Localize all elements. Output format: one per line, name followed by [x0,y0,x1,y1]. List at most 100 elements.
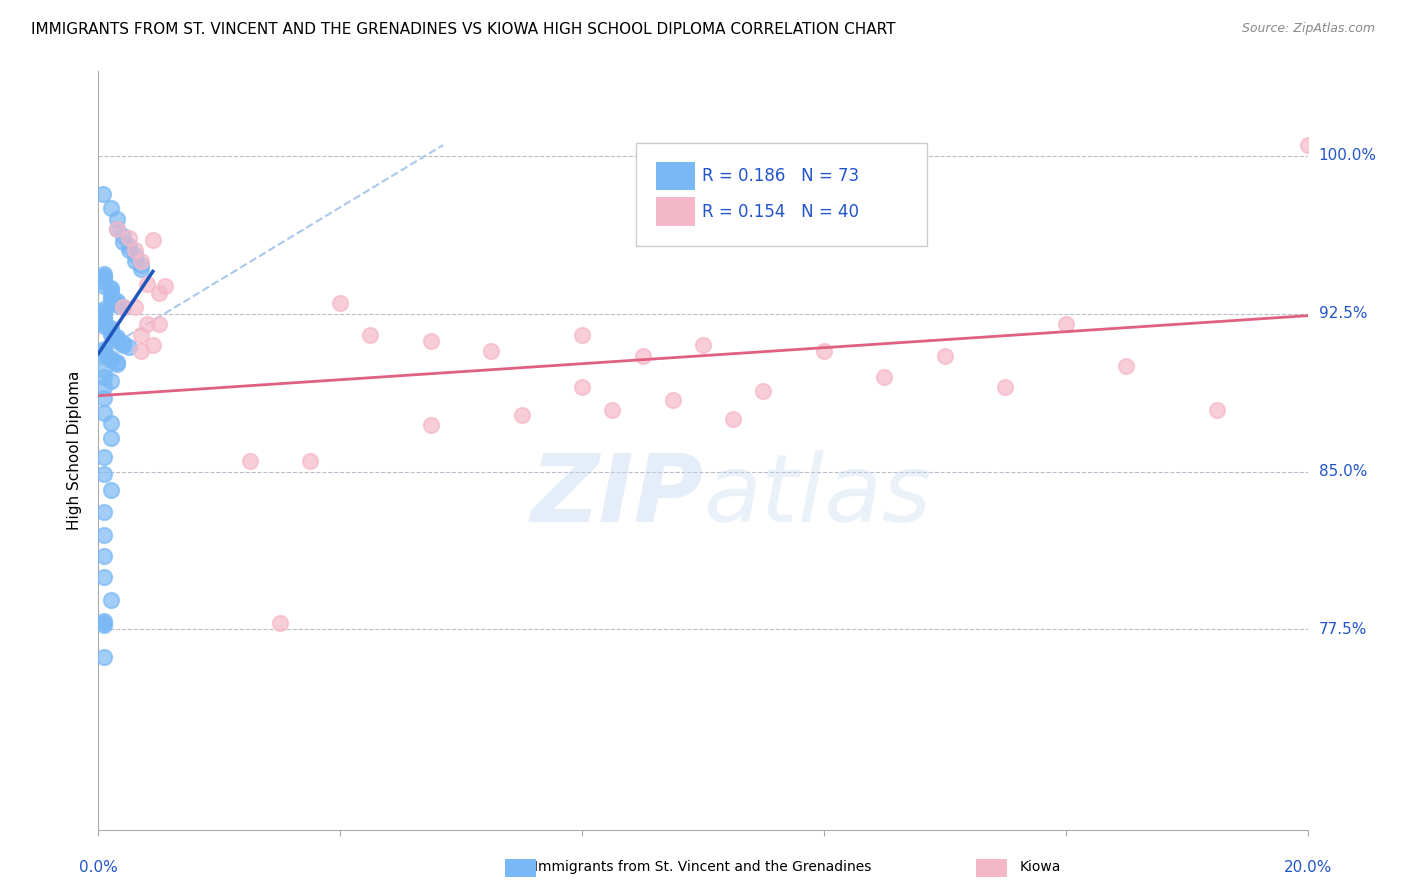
Point [661,392,683,407]
Point [93,307,115,321]
Point [91,186,114,201]
Point [100,327,122,342]
Point [93,279,115,293]
Point [100,284,122,298]
Point [93,363,115,377]
Point [100,326,122,340]
Point [93,343,115,357]
Point [93,315,115,329]
Point [93,467,115,481]
Point [93,317,115,331]
Point [124,244,146,258]
Point [111,228,134,243]
Point [105,355,128,369]
Point [111,235,134,249]
Text: 0.0%: 0.0% [79,860,118,875]
Point [100,483,122,498]
Point [100,593,122,607]
Point [129,254,152,268]
Point [105,211,128,226]
Point [329,296,352,310]
Point [1115,359,1137,374]
Point [105,334,128,348]
Point [100,290,122,304]
Point [129,262,152,277]
Point [100,323,122,337]
Point [93,649,115,664]
Point [118,244,141,258]
Point [129,327,152,342]
Text: Kiowa: Kiowa [1019,860,1062,874]
Point [93,549,115,563]
Point [142,233,165,247]
Point [93,450,115,464]
Point [93,570,115,584]
Point [93,405,115,419]
Point [93,270,115,285]
Point [100,321,122,335]
Point [420,418,443,433]
Point [571,380,593,394]
Point [93,380,115,394]
Point [269,616,291,631]
Point [100,416,122,430]
Point [93,310,115,325]
Point [148,285,170,300]
Point [93,319,115,334]
Point [105,296,128,310]
Point [100,281,122,295]
Point [100,374,122,388]
Point [934,349,956,363]
Point [100,351,122,365]
Point [153,279,176,293]
Text: Source: ZipAtlas.com: Source: ZipAtlas.com [1241,22,1375,36]
Text: R = 0.154   N = 40: R = 0.154 N = 40 [702,202,859,220]
Point [93,304,115,318]
Point [93,346,115,360]
Point [692,338,714,352]
Point [631,349,654,363]
Point [239,454,262,468]
Point [93,344,115,359]
Point [481,344,503,359]
Point [994,380,1017,394]
Point [93,391,115,405]
Point [360,327,382,342]
Point [118,239,141,253]
Point [135,317,157,331]
Point [510,408,533,422]
Text: R = 0.186   N = 73: R = 0.186 N = 73 [702,167,859,185]
Point [93,504,115,518]
Point [100,292,122,306]
Point [105,357,128,371]
Point [93,267,115,281]
Point [100,285,122,300]
Text: 20.0%: 20.0% [1284,860,1331,875]
Point [118,231,141,245]
Point [100,201,122,215]
FancyBboxPatch shape [637,144,927,245]
Point [93,527,115,541]
Point [93,313,115,327]
Text: ZIP: ZIP [530,450,703,542]
Point [93,309,115,323]
Point [1054,317,1077,331]
Point [135,277,157,291]
Point [129,344,152,359]
Point [93,268,115,283]
Point [124,300,146,314]
Point [111,300,134,314]
Point [813,344,835,359]
Text: 77.5%: 77.5% [1319,622,1367,637]
Text: 100.0%: 100.0% [1319,148,1376,163]
Point [111,338,134,352]
Point [602,403,624,417]
Text: 92.5%: 92.5% [1319,306,1367,321]
Point [129,258,152,272]
Point [93,614,115,628]
Point [111,336,134,351]
Point [571,327,593,342]
FancyBboxPatch shape [655,161,695,190]
Text: IMMIGRANTS FROM ST. VINCENT AND THE GRENADINES VS KIOWA HIGH SCHOOL DIPLOMA CORR: IMMIGRANTS FROM ST. VINCENT AND THE GREN… [31,22,896,37]
Point [118,340,141,354]
